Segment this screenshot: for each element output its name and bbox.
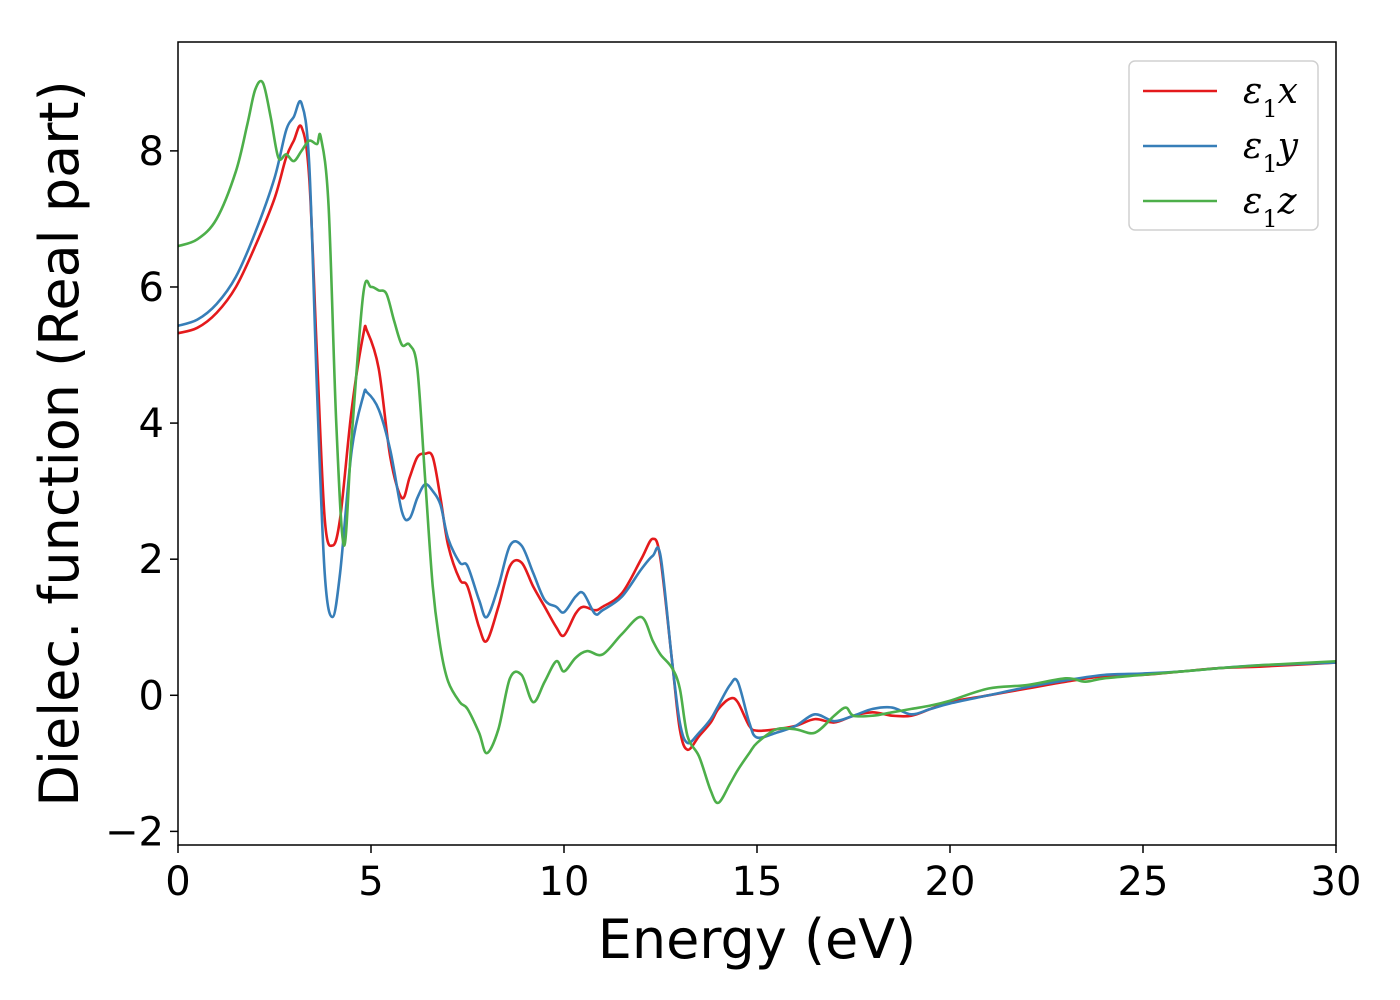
legend-label-3: ε1z — [1243, 181, 1298, 233]
x-tick-label: 0 — [165, 859, 190, 905]
plot-lines — [178, 79, 1336, 805]
x-tick-label: 25 — [1118, 859, 1169, 905]
legend-box — [1128, 60, 1319, 231]
x-tick-label: 5 — [358, 859, 383, 905]
y-axis: −2 0 2 4 6 8 — [105, 129, 178, 855]
y-axis-title: Dielec. function (Real part) — [28, 80, 91, 806]
legend-label-1: ε1x — [1243, 71, 1298, 123]
y-tick-label: 4 — [139, 401, 164, 447]
y-tick-label: 8 — [139, 129, 164, 175]
x-axis-title: Energy (eV) — [598, 908, 917, 971]
series-line-2 — [178, 100, 1336, 745]
series-line-1 — [178, 124, 1336, 752]
y-tick-label: 2 — [139, 537, 164, 583]
x-tick-label: 20 — [925, 859, 976, 905]
x-axis: 0 5 10 15 20 25 30 — [165, 845, 1361, 905]
x-tick-label: 10 — [539, 859, 590, 905]
y-tick-label: 6 — [139, 265, 164, 311]
x-tick-label: 30 — [1311, 859, 1362, 905]
series-line-3 — [178, 79, 1336, 805]
legend-label-2: ε1y — [1243, 126, 1299, 178]
y-tick-label: 0 — [139, 673, 164, 719]
y-tick-label: −2 — [105, 809, 164, 855]
x-tick-label: 15 — [732, 859, 783, 905]
